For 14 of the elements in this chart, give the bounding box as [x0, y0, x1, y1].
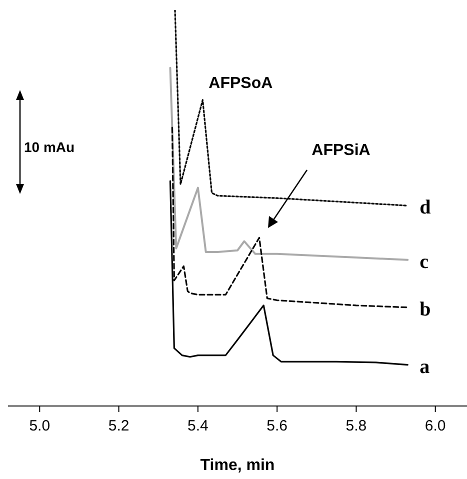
x-tick-label: 5.8 — [346, 418, 367, 435]
series-label: a — [420, 356, 430, 378]
annotation: AFPSoA — [208, 74, 274, 92]
x-tick-label: 5.6 — [266, 418, 288, 435]
annotation: 10 mAu — [24, 139, 75, 155]
x-tick-label: 5.2 — [108, 418, 130, 435]
x-tick-label: 5.0 — [29, 418, 50, 435]
series-label: d — [420, 196, 431, 219]
x-axis-title: Time, min — [200, 457, 275, 474]
series-label: c — [420, 250, 429, 273]
annotation: AFPSiA — [312, 142, 371, 159]
x-tick-label: 5.4 — [188, 418, 208, 435]
x-tick-label: 6.0 — [424, 418, 446, 435]
series-label: b — [420, 298, 431, 320]
